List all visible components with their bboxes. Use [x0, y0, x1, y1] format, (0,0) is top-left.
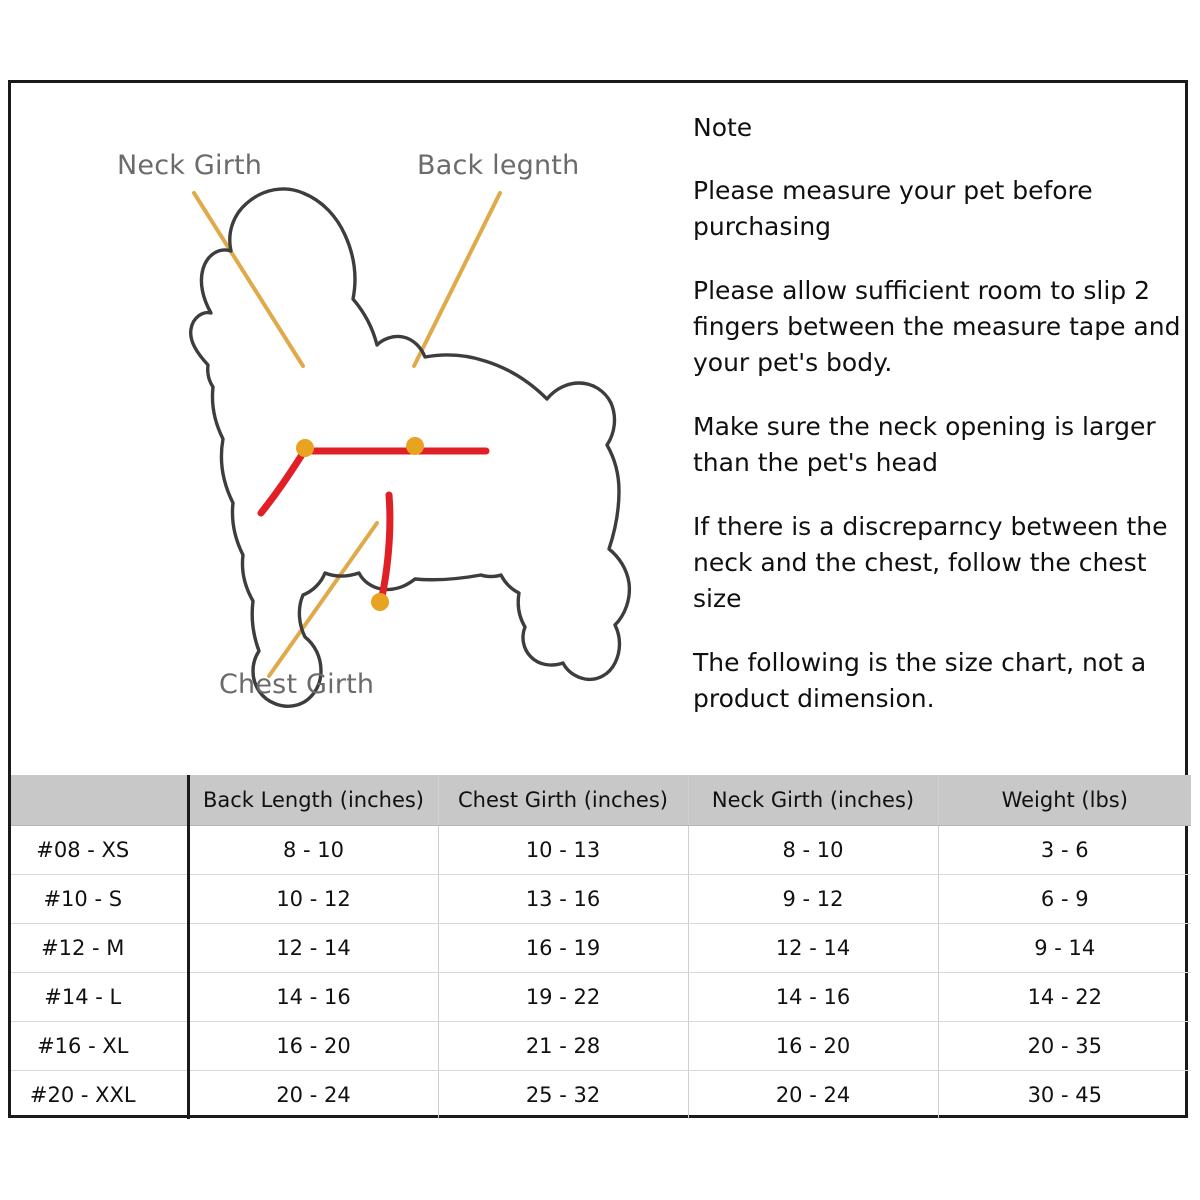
chest-girth-line — [377, 491, 394, 605]
note-paragraph-5: The following is the size chart, not a p… — [693, 647, 1147, 713]
neck-girth-label: Neck Girth — [117, 150, 263, 181]
note-paragraph-4: If there is a discreparncy between the n… — [693, 511, 1168, 613]
cell-weight: 14 - 22 — [938, 972, 1191, 1022]
cell-size: #10 - S — [11, 874, 190, 924]
note-paragraph-2: Please allow sufficient room to slip 2 f… — [693, 275, 1181, 377]
measurement-diagram: Neck Girth Back legnth Chest Girth — [11, 83, 671, 775]
note-paragraph-1: Please measure your pet before purchasin… — [693, 175, 1093, 241]
dog-outline — [189, 187, 632, 708]
cell-weight: 9 - 14 — [938, 923, 1191, 973]
table-row: #10 - S 10 - 12 13 - 16 9 - 12 6 - 9 — [11, 874, 1191, 924]
neck-girth-line — [257, 446, 309, 517]
cell-neck-girth: 20 - 24 — [688, 1070, 939, 1119]
cell-chest-girth: 19 - 22 — [438, 972, 689, 1022]
cell-back-length: 14 - 16 — [188, 972, 439, 1022]
header-cell-back-length: Back Length (inches) — [188, 775, 439, 826]
table-row: #20 - XXL 20 - 24 25 - 32 20 - 24 30 - 4… — [11, 1070, 1191, 1119]
cell-neck-girth: 16 - 20 — [688, 1021, 939, 1071]
cell-size: #08 - XS — [11, 825, 190, 875]
cell-weight: 20 - 35 — [938, 1021, 1191, 1071]
cell-chest-girth: 21 - 28 — [438, 1021, 689, 1071]
dog-illustration-svg — [189, 187, 632, 708]
table-body: #08 - XS 8 - 10 10 - 13 8 - 10 3 - 6 #10… — [11, 825, 1191, 1119]
cell-back-length: 16 - 20 — [188, 1021, 439, 1071]
cell-size: #12 - M — [11, 923, 190, 973]
cell-neck-girth: 14 - 16 — [688, 972, 939, 1022]
neck-leader-line — [192, 191, 305, 368]
back-point — [406, 437, 424, 455]
back-length-label: Back legnth — [417, 150, 580, 181]
measure-lines — [257, 446, 490, 605]
header-cell-weight: Weight (lbs) — [938, 775, 1191, 826]
table-header-row: Back Length (inches) Chest Girth (inches… — [11, 775, 1191, 826]
note-title: Note — [693, 113, 753, 142]
table-row: #16 - XL 16 - 20 21 - 28 16 - 20 20 - 35 — [11, 1021, 1191, 1071]
note-paragraph-3: Make sure the neck opening is larger tha… — [693, 411, 1156, 477]
header-cell-neck-girth: Neck Girth (inches) — [688, 775, 939, 826]
header-cell-size — [11, 775, 190, 826]
back-leader-line — [412, 191, 502, 368]
cell-back-length: 20 - 24 — [188, 1070, 439, 1119]
cell-back-length: 8 - 10 — [188, 825, 439, 875]
cell-size: #14 - L — [11, 972, 190, 1022]
dog-body-path — [189, 187, 632, 708]
cell-chest-girth: 10 - 13 — [438, 825, 689, 875]
cell-neck-girth: 9 - 12 — [688, 874, 939, 924]
size-chart-frame: Neck Girth Back legnth Chest Girth Note … — [8, 80, 1191, 1119]
cell-neck-girth: 12 - 14 — [688, 923, 939, 973]
chest-girth-label: Chest Girth — [219, 669, 375, 700]
leader-lines — [192, 191, 502, 678]
note-section: Note Please measure your pet before purc… — [683, 83, 1191, 775]
measure-points — [296, 437, 424, 611]
cell-back-length: 10 - 12 — [188, 874, 439, 924]
size-chart-table: Back Length (inches) Chest Girth (inches… — [11, 775, 1191, 1119]
neck-point — [296, 439, 314, 457]
cell-chest-girth: 16 - 19 — [438, 923, 689, 973]
chest-leader-line — [267, 521, 379, 678]
cell-neck-girth: 8 - 10 — [688, 825, 939, 875]
upper-section: Neck Girth Back legnth Chest Girth Note … — [11, 83, 1185, 775]
cell-back-length: 12 - 14 — [188, 923, 439, 973]
cell-weight: 3 - 6 — [938, 825, 1191, 875]
cell-weight: 6 - 9 — [938, 874, 1191, 924]
cell-weight: 30 - 45 — [1027, 1082, 1102, 1107]
cell-chest-girth: 13 - 16 — [438, 874, 689, 924]
chest-point — [371, 593, 389, 611]
cell-size: #20 - XXL — [11, 1070, 190, 1119]
table-row: #14 - L 14 - 16 19 - 22 14 - 16 14 - 22 — [11, 972, 1191, 1022]
table-row: #12 - M 12 - 14 16 - 19 12 - 14 9 - 14 — [11, 923, 1191, 973]
cell-chest-girth: 25 - 32 — [438, 1070, 689, 1119]
table-row: #08 - XS 8 - 10 10 - 13 8 - 10 3 - 6 — [11, 825, 1191, 875]
cell-size: #16 - XL — [11, 1021, 190, 1071]
header-cell-chest-girth: Chest Girth (inches) — [438, 775, 689, 826]
